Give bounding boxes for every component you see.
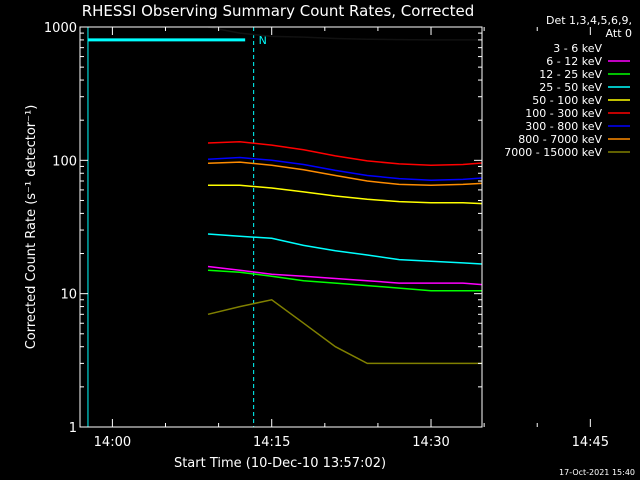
x-tick-label: 14:00 <box>94 435 131 450</box>
y-axis-label: Corrected Count Rate (s⁻¹ detector⁻¹) <box>24 105 39 350</box>
series-line-1 <box>207 27 482 41</box>
legend-entry-1: 3 - 6 keV <box>553 42 602 55</box>
series-line-7 <box>207 156 482 181</box>
series-line-8 <box>207 161 482 187</box>
night-marker: N <box>259 34 267 47</box>
series-line-4 <box>207 233 482 265</box>
series-line-6 <box>207 140 482 166</box>
y-tick-label: 10 <box>60 288 77 303</box>
x-tick-label: 14:45 <box>572 435 609 450</box>
y-tick-label: 1000 <box>44 21 77 36</box>
series-line-5 <box>208 184 482 205</box>
x-tick-label: 14:30 <box>412 435 449 450</box>
legend-entry-4: 25 - 50 keV <box>539 81 602 94</box>
chart-title: RHESSI Observing Summary Count Rates, Co… <box>82 2 475 20</box>
legend-entry-2: 6 - 12 keV <box>546 55 602 68</box>
y-tick-label: 1 <box>69 421 77 436</box>
x-tick-label: 14:15 <box>253 435 290 450</box>
plot-area: N <box>87 27 482 427</box>
legend-entry-3: 12 - 25 keV <box>539 68 602 81</box>
x-axis-label: Start Time (10-Dec-10 13:57:02) <box>174 456 386 471</box>
generation-timestamp: 17-Oct-2021 15:40 <box>559 468 635 477</box>
legend-detector-line: Det 1,3,4,5,6,9, <box>546 14 632 27</box>
y-tick-label: 100 <box>52 154 77 169</box>
series-line-3 <box>207 269 482 292</box>
plot-frame <box>79 26 483 428</box>
series-group <box>207 27 482 365</box>
series-line-9 <box>207 298 482 365</box>
legend-entry-8: 800 - 7000 keV <box>518 133 602 146</box>
legend-entry-6: 100 - 300 keV <box>525 107 602 120</box>
series-line-2 <box>207 265 482 286</box>
legend-entry-5: 50 - 100 keV <box>532 94 602 107</box>
legend-attenuator-line: Att 0 <box>606 27 632 40</box>
legend-entry-7: 300 - 800 keV <box>525 120 602 133</box>
legend-entry-9: 7000 - 15000 keV <box>504 146 602 159</box>
y-axis: 1 10 100 1000 <box>44 21 482 436</box>
